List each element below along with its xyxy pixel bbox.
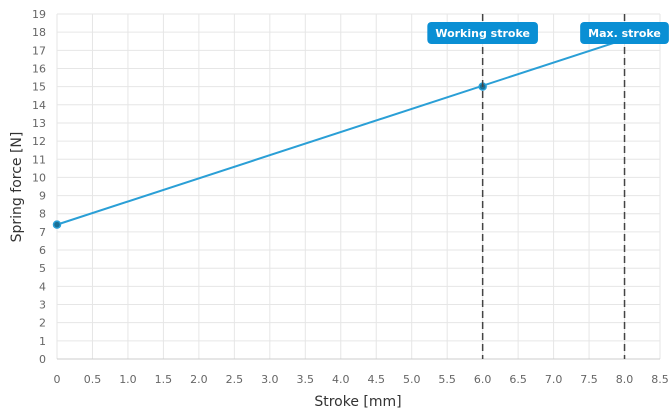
reference-badge-label: Working stroke — [435, 27, 530, 40]
reference-badge-box — [427, 22, 538, 44]
x-axis-ticks: 0 0.5 1.0 1.5 2.0 2.5 3.0 3.5 4.0 4.5 5.0 5.5 6.0 6.5… — [54, 373, 669, 386]
x-tick-label: 8.5 — [651, 373, 669, 386]
y-tick-label: 0 — [39, 353, 46, 366]
y-tick-label: 12 — [32, 135, 46, 148]
y-tick-label: 5 — [39, 262, 46, 275]
y-tick-label: 15 — [32, 81, 46, 94]
y-tick-label: 8 — [39, 208, 46, 221]
y-tick-label: 6 — [39, 244, 46, 257]
x-tick-label: 5.0 — [403, 373, 421, 386]
x-tick-label: 0 — [54, 373, 61, 386]
x-tick-label: 2.0 — [190, 373, 208, 386]
y-tick-label: 1 — [39, 335, 46, 348]
y-tick-label: 13 — [32, 117, 46, 130]
reference-lines: Working stroke Max. stroke — [427, 14, 669, 359]
x-tick-label: 0.5 — [84, 373, 102, 386]
x-tick-label: 1.5 — [155, 373, 173, 386]
reference-badge: Max. stroke — [580, 22, 669, 44]
y-tick-label: 3 — [39, 299, 46, 312]
grid — [56, 13, 661, 360]
y-axis-title: Spring force [N] — [9, 132, 25, 243]
x-tick-label: 3.5 — [297, 373, 315, 386]
y-tick-label: 2 — [39, 317, 46, 330]
y-tick-label: 4 — [39, 280, 46, 293]
y-tick-label: 7 — [39, 226, 46, 239]
reference-badge-label: Max. stroke — [588, 27, 661, 40]
x-tick-label: 4.5 — [367, 373, 385, 386]
x-tick-label: 2.5 — [226, 373, 244, 386]
reference-badge-box — [580, 22, 669, 44]
y-tick-label: 18 — [32, 26, 46, 39]
x-tick-label: 7.5 — [580, 373, 598, 386]
y-tick-label: 17 — [32, 44, 46, 57]
y-tick-label: 11 — [32, 153, 46, 166]
series-line — [56, 38, 625, 226]
x-tick-label: 5.5 — [438, 373, 456, 386]
y-tick-label: 16 — [32, 62, 46, 75]
x-tick-label: 8.0 — [616, 373, 634, 386]
series-layer — [52, 38, 625, 229]
x-tick-label: 1.0 — [119, 373, 137, 386]
x-tick-label: 6.5 — [509, 373, 527, 386]
x-axis-title: Stroke [mm] — [314, 394, 401, 410]
x-tick-label: 7.0 — [545, 373, 563, 386]
y-tick-label: 19 — [32, 8, 46, 21]
y-tick-label: 10 — [32, 171, 46, 184]
data-point — [52, 220, 62, 229]
reference-badge: Working stroke — [427, 22, 538, 44]
x-tick-label: 4.0 — [332, 373, 350, 386]
x-tick-label: 3.0 — [261, 373, 279, 386]
x-tick-label: 6.0 — [474, 373, 492, 386]
y-tick-label: 9 — [39, 190, 46, 203]
y-tick-label: 14 — [32, 99, 46, 112]
